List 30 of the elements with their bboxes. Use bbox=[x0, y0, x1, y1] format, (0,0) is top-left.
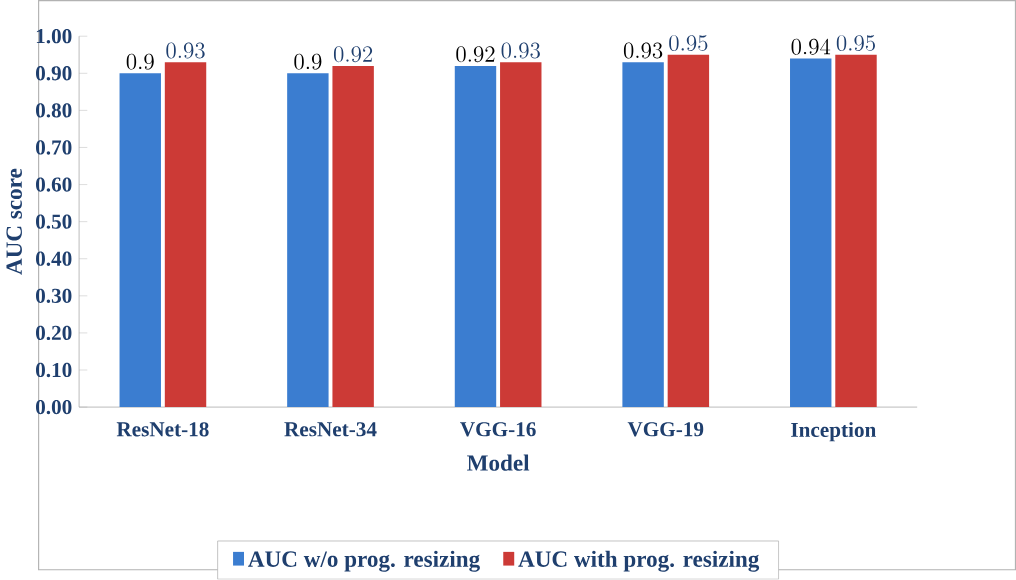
data-label: 0.9 bbox=[294, 53, 322, 70]
data-label: 0.95 bbox=[836, 35, 875, 52]
y-axis-title: AUC score bbox=[6, 169, 22, 276]
x-tick-label: VGG-16 bbox=[460, 422, 536, 437]
legend-label: AUC w/o prog. resizing bbox=[248, 550, 480, 572]
y-tick-label: 0.20 bbox=[36, 325, 72, 341]
data-label: 0.9 bbox=[126, 53, 154, 70]
data-label: 0.92 bbox=[333, 46, 373, 63]
data-label: 0.95 bbox=[669, 35, 708, 52]
y-tick-label: 0.00 bbox=[36, 400, 72, 415]
x-tick-label: Inception bbox=[791, 422, 877, 442]
y-tick-label: 0.10 bbox=[36, 363, 72, 378]
y-tick-label: 0.90 bbox=[36, 66, 72, 81]
y-tick-label: 0.80 bbox=[36, 103, 72, 118]
y-tick-label: 0.70 bbox=[36, 140, 72, 155]
data-label: 0.93 bbox=[166, 42, 205, 59]
data-label: 0.93 bbox=[501, 42, 540, 59]
x-tick-label: ResNet-18 bbox=[116, 422, 209, 437]
y-tick-label: 0.50 bbox=[36, 214, 72, 230]
y-tick-label: 0.40 bbox=[36, 251, 72, 267]
x-axis-title: Model bbox=[467, 454, 530, 472]
x-tick-label: VGG-19 bbox=[627, 422, 704, 437]
y-tick-label: 1.00 bbox=[36, 29, 72, 44]
y-tick-label: 0.60 bbox=[36, 177, 72, 192]
y-tick-label: 0.30 bbox=[36, 288, 72, 304]
legend-label: AUC with prog. resizing bbox=[518, 550, 760, 572]
data-label: 0.92 bbox=[456, 46, 495, 63]
data-label: 0.94 bbox=[791, 38, 831, 55]
data-label: 0.93 bbox=[623, 42, 663, 59]
x-tick-label: ResNet-34 bbox=[284, 422, 377, 437]
